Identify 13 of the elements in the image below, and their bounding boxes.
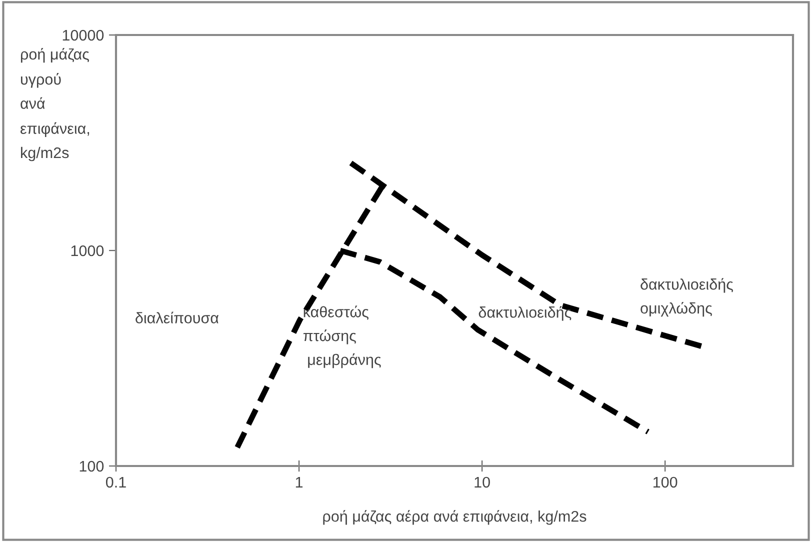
y-tick-label: 10000 [62,30,104,41]
x-tick-label: 0.1 [106,476,126,488]
y-tick-label: 1000 [71,245,104,256]
annotation: δακτυλιοειδής ομιχλώδης [640,278,733,317]
annotation: διαλείπουσα [136,312,219,324]
y-tick-label: 100 [80,460,104,472]
annotation: καθεστώς πτώσης μεμβράνης [303,306,381,368]
y-axis-title: ροή μάζας υγρού ανά επιφάνεια, kg/m2s [20,48,90,162]
annotation: δακτυλιοειδής [478,306,572,321]
x-tick-label: 100 [653,476,678,488]
x-axis-title: ροή μάζας αέρα ανά επιφάνεια, kg/m2s [323,510,586,525]
x-tick-label: 1 [296,476,303,488]
x-tick-label: 10 [474,476,490,488]
